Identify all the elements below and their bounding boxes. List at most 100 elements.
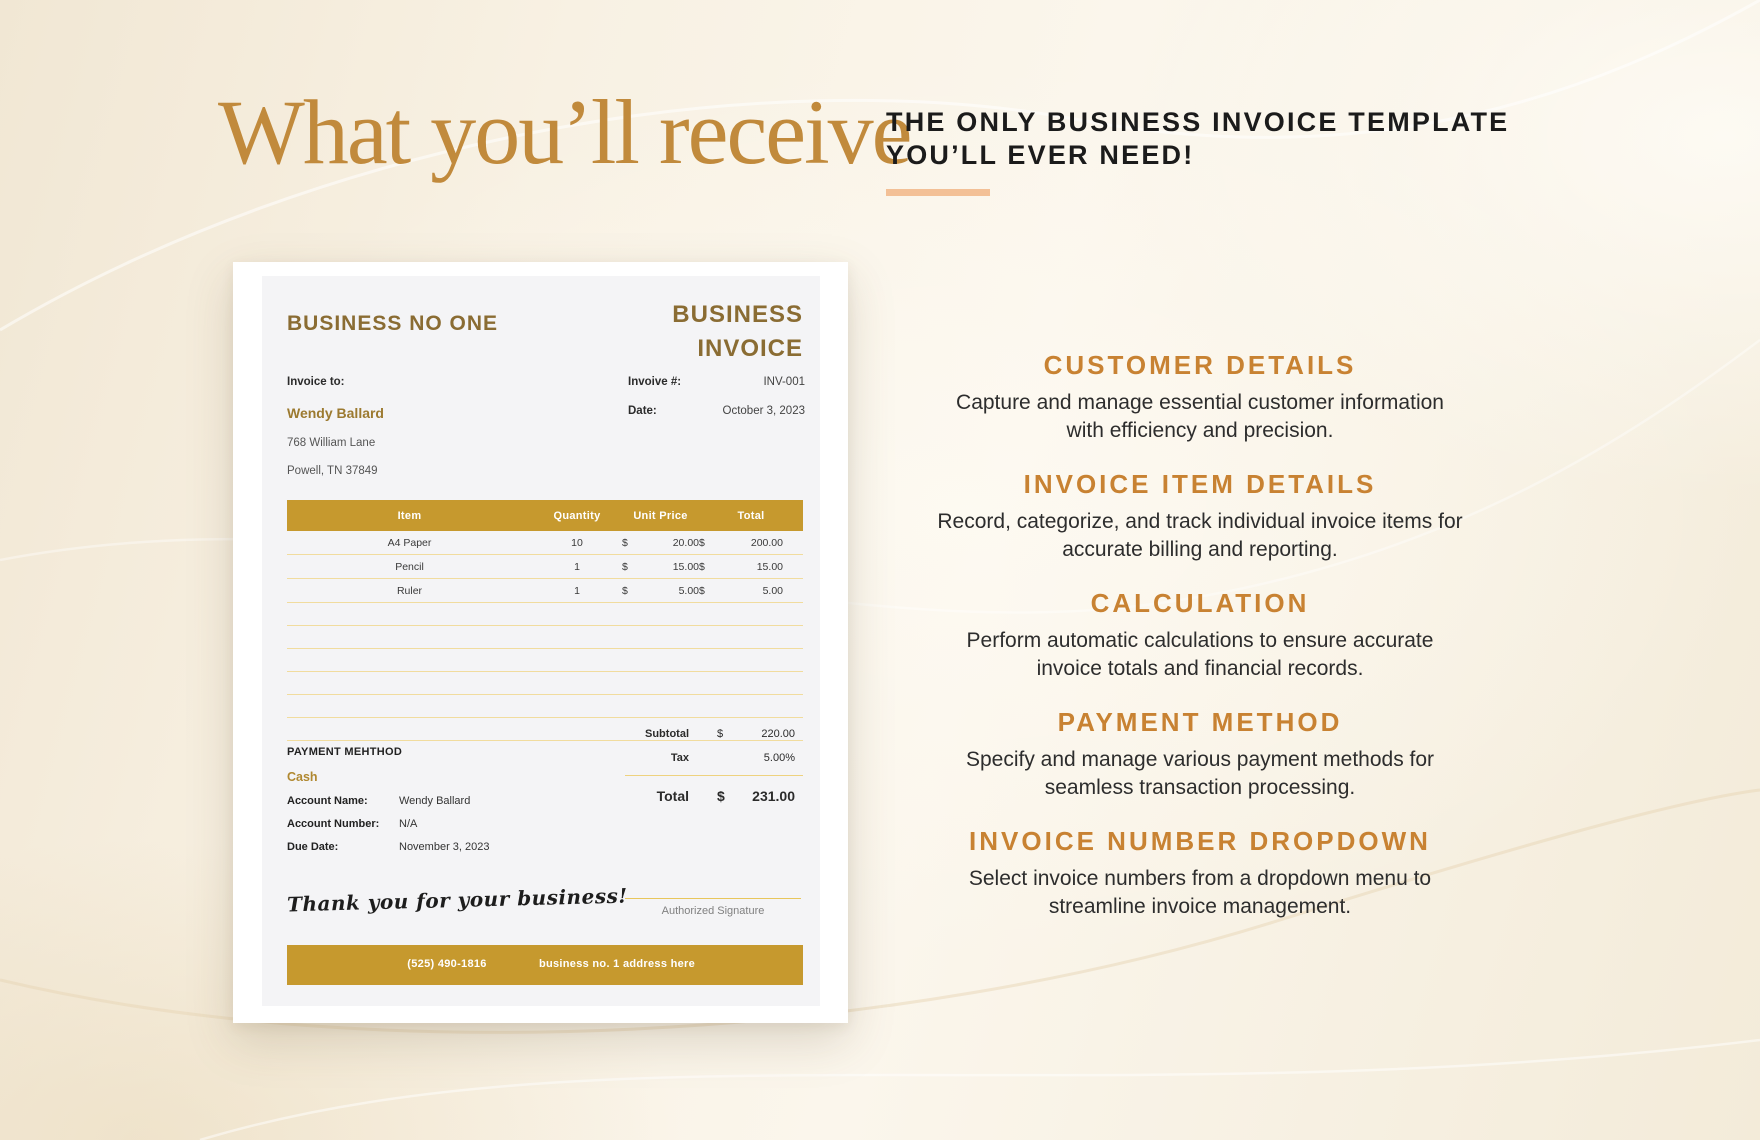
feature-body: Select invoice numbers from a dropdown m…: [968, 867, 1432, 918]
table-row: Pencil 1 $ 15.00 $ 15.00: [287, 555, 803, 579]
header-total: Total: [737, 509, 765, 522]
invoice-number-row: Invoive #: INV-001: [628, 376, 805, 388]
summary-divider: [625, 775, 803, 776]
signature-block: Authorized Signature: [625, 898, 801, 917]
due-date-row: Due Date: November 3, 2023: [287, 841, 490, 853]
cell-total: 15.00: [756, 560, 783, 573]
feature-heading: PAYMENT METHOD: [1057, 707, 1343, 737]
table-row: Ruler 1 $ 5.00 $ 5.00: [287, 579, 803, 603]
account-number-value: N/A: [399, 818, 418, 830]
header-item: Item: [397, 509, 422, 522]
tax-value: 5.00%: [763, 752, 795, 764]
table-row-empty: [287, 649, 803, 672]
feature-heading: CALCULATION: [1090, 588, 1310, 618]
footer-phone: (525) 490-1816: [407, 958, 487, 970]
signature-line: [625, 898, 801, 899]
thank-you-note: Thank you for your business!: [286, 883, 628, 917]
invoice-page: BUSINESS NO ONE BUSINESS INVOICE Invoice…: [262, 276, 820, 1006]
feature-body: Capture and manage essential customer in…: [956, 391, 1444, 442]
invoice-number-value: INV-001: [763, 376, 805, 388]
subtitle-line-1: THE ONLY BUSINESS INVOICE TEMPLATE: [886, 107, 1510, 137]
subtotal-value: 220.00: [761, 728, 795, 740]
total-value: 231.00: [752, 788, 795, 804]
feature-invoice-item-details: INVOICE ITEM DETAILS Record, categorize,…: [930, 469, 1470, 564]
cell-total: 200.00: [750, 536, 783, 549]
footer-address: business no. 1 address here: [538, 958, 696, 970]
feature-body: Record, categorize, and track individual…: [937, 510, 1463, 561]
cell-item: Pencil: [395, 560, 424, 573]
feature-payment-method: PAYMENT METHOD Specify and manage variou…: [930, 707, 1470, 802]
feature-customer-details: CUSTOMER DETAILS Capture and manage esse…: [930, 350, 1470, 445]
feature-body: Specify and manage various payment metho…: [965, 748, 1435, 799]
table-row-empty: [287, 603, 803, 626]
cell-currency: $: [622, 584, 628, 597]
customer-address-line1: 768 William Lane: [287, 437, 376, 449]
cell-item: Ruler: [396, 584, 423, 597]
account-name-label: Account Name:: [287, 795, 368, 807]
cell-quantity: 10: [571, 536, 583, 549]
account-name-row: Account Name: Wendy Ballard: [287, 795, 490, 807]
due-date-value: November 3, 2023: [399, 841, 490, 853]
cell-total: 5.00: [762, 584, 783, 597]
invoice-meta-block: Invoive #: INV-001 Date: October 3, 2023: [628, 376, 805, 434]
customer-name: Wendy Ballard: [287, 405, 384, 421]
header-unit-price: Unit Price: [633, 509, 688, 522]
payment-method-value: Cash: [287, 770, 318, 784]
due-date-label: Due Date:: [287, 841, 339, 853]
invoice-number-label: Invoive #:: [628, 376, 682, 388]
cell-currency: $: [622, 560, 628, 573]
invoice-date-value: October 3, 2023: [722, 405, 805, 417]
cell-currency: $: [699, 560, 705, 573]
cell-unit-price: 5.00: [678, 584, 699, 597]
customer-address-line2: Powell, TN 37849: [287, 465, 378, 477]
subtitle-line-2: YOU’LL EVER NEED!: [886, 140, 1195, 170]
table-row-empty: [287, 626, 803, 649]
invoice-date-label: Date:: [628, 405, 657, 417]
total-label: Total: [656, 788, 689, 804]
table-header-row: Item Quantity Unit Price Total: [287, 500, 803, 531]
feature-invoice-number-dropdown: INVOICE NUMBER DROPDOWN Select invoice n…: [930, 826, 1470, 921]
feature-body: Perform automatic calculations to ensure…: [966, 629, 1434, 680]
total-row: Total $ 231.00: [625, 782, 803, 810]
tax-row: Tax 5.00%: [625, 746, 803, 770]
cell-unit-price: 15.00: [672, 560, 699, 573]
account-number-row: Account Number: N/A: [287, 818, 490, 830]
cell-currency: $: [622, 536, 628, 549]
invoice-items-table: Item Quantity Unit Price Total A4 Paper …: [287, 500, 803, 741]
feature-calculation: CALCULATION Perform automatic calculatio…: [930, 588, 1470, 683]
currency-sign: $: [717, 788, 725, 804]
feature-heading: INVOICE ITEM DETAILS: [1023, 469, 1377, 499]
subtitle-underline: [886, 189, 990, 196]
invoice-footer-bar: (525) 490-1816 business no. 1 address he…: [287, 945, 803, 985]
invoice-preview: BUSINESS NO ONE BUSINESS INVOICE Invoice…: [233, 262, 848, 1023]
header-quantity: Quantity: [553, 509, 601, 522]
doc-title-line-2: INVOICE: [697, 335, 803, 362]
invoice-summary: Subtotal $ 220.00 Tax 5.00% Total $ 231.…: [625, 722, 803, 810]
invoice-to-label: Invoice to:: [287, 376, 345, 388]
subtotal-label: Subtotal: [645, 728, 689, 740]
doc-title-line-1: BUSINESS: [672, 301, 803, 328]
invoice-doc-title: BUSINESS INVOICE: [672, 298, 803, 366]
table-row-empty: [287, 672, 803, 695]
account-name-value: Wendy Ballard: [399, 795, 471, 807]
table-row: A4 Paper 10 $ 20.00 $ 200.00: [287, 531, 803, 555]
table-row-empty: [287, 718, 803, 741]
payment-method-block: PAYMENT MEHTHOD Cash Account Name: Wendy…: [287, 746, 490, 853]
payment-section-label: PAYMENT MEHTHOD: [287, 746, 403, 758]
cell-unit-price: 20.00: [672, 536, 699, 549]
account-number-label: Account Number:: [287, 818, 380, 830]
feature-list: CUSTOMER DETAILS Capture and manage esse…: [930, 350, 1470, 921]
table-row-empty: [287, 695, 803, 718]
tax-label: Tax: [670, 752, 689, 764]
page-subtitle: THE ONLY BUSINESS INVOICE TEMPLATE YOU’L…: [886, 106, 1509, 196]
bill-to-block: Invoice to: Wendy Ballard 768 William La…: [287, 376, 384, 477]
cell-quantity: 1: [574, 584, 580, 597]
signature-label: Authorized Signature: [661, 905, 765, 917]
cell-currency: $: [699, 584, 705, 597]
page-title: What you’ll receive: [218, 81, 913, 183]
cell-item: A4 Paper: [387, 536, 432, 549]
cell-currency: $: [699, 536, 705, 549]
invoice-company-name: BUSINESS NO ONE: [287, 312, 499, 335]
feature-heading: INVOICE NUMBER DROPDOWN: [969, 826, 1431, 856]
